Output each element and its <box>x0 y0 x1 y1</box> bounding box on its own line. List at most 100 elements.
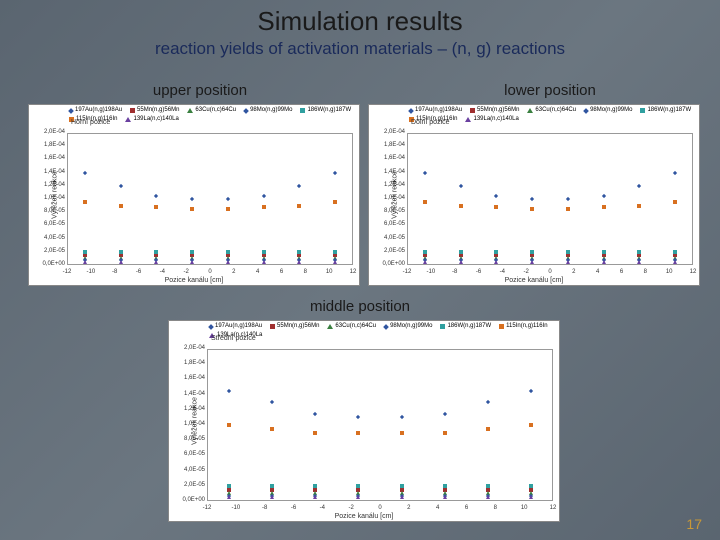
plot-area <box>67 133 353 265</box>
data-point <box>443 495 447 499</box>
data-point <box>356 495 360 499</box>
y-tick: 2,0E-05 <box>39 248 65 254</box>
data-point <box>190 260 194 264</box>
data-point <box>486 484 490 488</box>
legend-label: 98Mo(n,g)99Mo <box>390 323 432 330</box>
x-tick: 12 <box>350 269 357 275</box>
data-point <box>566 207 570 211</box>
legend-item: 115In(n,g)116In <box>499 323 547 330</box>
x-tick: -8 <box>452 269 457 275</box>
x-tick: -2 <box>348 505 353 511</box>
data-point <box>83 200 87 204</box>
x-tick: -4 <box>500 269 505 275</box>
legend-label: 197Au(n,g)198Au <box>75 107 122 114</box>
chart-upper: 197Au(n,g)198Au 55Mn(n,g)56Mn 63Cu(n,c)64C… <box>28 104 360 286</box>
middle-position-label: middle position <box>290 298 430 315</box>
data-point <box>486 427 490 431</box>
legend-marker-icon <box>583 108 589 114</box>
legend-label: 197Au(n,g)198Au <box>215 323 262 330</box>
legend-label: 115In(n,g)116In <box>506 323 547 330</box>
y-tick: 1,8E-04 <box>379 142 405 148</box>
legend-marker-icon <box>187 108 193 113</box>
data-point <box>529 495 533 499</box>
y-tick: 1,0E-04 <box>179 421 205 427</box>
y-tick: 2,0E-05 <box>179 482 205 488</box>
chart-legend: 197Au(n,g)198Au55Mn(n,g)56Mn63Cu(n,c)64C… <box>409 107 695 123</box>
legend-item: 98Mo(n,g)99Mo <box>384 323 432 330</box>
data-point <box>673 200 677 204</box>
data-point <box>423 200 427 204</box>
y-tick: 1,4E-04 <box>39 169 65 175</box>
chart-box-title: Horní pozice <box>71 119 110 126</box>
legend-label: 63Cu(n,c)64Cu <box>195 107 236 114</box>
legend-item: 55Mn(n,g)56Mn <box>130 107 179 114</box>
legend-item: 197Au(n,g)198Au <box>209 323 262 330</box>
x-tick: 8 <box>494 505 497 511</box>
x-tick: 4 <box>436 505 439 511</box>
chart-box-title: Střední pozice <box>211 335 256 342</box>
y-tick: 1,0E-04 <box>39 195 65 201</box>
x-axis-label: Pozice kanálu [cm] <box>165 277 224 284</box>
data-point <box>154 205 158 209</box>
data-point <box>297 260 301 264</box>
legend-marker-icon <box>383 324 389 330</box>
x-tick: -12 <box>403 269 412 275</box>
x-tick: -6 <box>291 505 296 511</box>
chart-box-title: Dolní pozice <box>411 119 450 126</box>
data-point <box>154 250 158 254</box>
x-tick: -8 <box>262 505 267 511</box>
x-tick: 2 <box>407 505 410 511</box>
data-point <box>83 260 87 264</box>
legend-marker-icon <box>208 324 214 330</box>
x-tick: 4 <box>256 269 259 275</box>
legend-label: 55Mn(n,g)56Mn <box>277 323 319 330</box>
data-point <box>529 423 533 427</box>
chart-legend: 197Au(n,g)198Au 55Mn(n,g)56Mn 63Cu(n,c)64C… <box>209 323 555 339</box>
x-tick: -2 <box>523 269 528 275</box>
y-tick: 1,2E-04 <box>179 406 205 412</box>
data-point <box>530 207 534 211</box>
legend-label: 197Au(n,g)198Au <box>415 107 462 114</box>
legend-item: 55Mn(n,g)56Mn <box>270 323 319 330</box>
data-point <box>673 260 677 264</box>
legend-marker-icon <box>130 108 135 113</box>
data-point <box>333 260 337 264</box>
data-point <box>119 250 123 254</box>
y-tick: 4,0E-05 <box>179 467 205 473</box>
data-point <box>262 250 266 254</box>
x-tick: 6 <box>620 269 623 275</box>
x-axis-label: Pozice kanálu [cm] <box>505 277 564 284</box>
legend-item: 55Mn(n,g)56Mn <box>470 107 519 114</box>
y-tick: 1,8E-04 <box>179 360 205 366</box>
legend-item: 186W(n,g)187W <box>300 107 351 114</box>
data-point <box>602 250 606 254</box>
data-point <box>297 250 301 254</box>
legend-marker-icon <box>640 108 645 113</box>
y-tick: 1,2E-04 <box>379 182 405 188</box>
x-tick: -12 <box>63 269 72 275</box>
x-tick: -8 <box>112 269 117 275</box>
data-point <box>226 207 230 211</box>
legend-label: 186W(n,g)187W <box>647 107 691 114</box>
data-point <box>530 260 534 264</box>
data-point <box>494 260 498 264</box>
x-tick: 8 <box>644 269 647 275</box>
data-point <box>637 260 641 264</box>
data-point <box>486 495 490 499</box>
page-number: 17 <box>686 516 702 532</box>
x-tick: 6 <box>280 269 283 275</box>
legend-marker-icon <box>327 324 333 329</box>
y-tick: 1,0E-04 <box>379 195 405 201</box>
y-tick: 6,0E-05 <box>179 451 205 457</box>
x-tick: 10 <box>521 505 528 511</box>
y-tick: 2,0E-04 <box>379 129 405 135</box>
legend-item: 186W(n,g)187W <box>640 107 691 114</box>
data-point <box>400 495 404 499</box>
legend-label: 139La(n,c)140La <box>133 116 178 123</box>
data-point <box>443 431 447 435</box>
legend-item: 139La(n,c)140La <box>125 116 178 123</box>
y-tick: 1,6E-04 <box>379 155 405 161</box>
legend-item: 63Cu(n,c)64Cu <box>327 323 376 330</box>
data-point <box>262 205 266 209</box>
data-point <box>270 495 274 499</box>
